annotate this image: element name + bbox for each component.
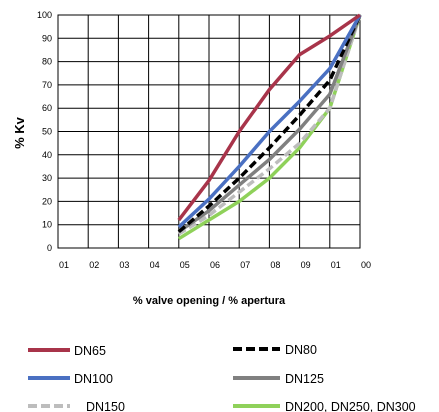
legend-label-dn125: DN125 [285,372,324,386]
y-tick-label: 70 [42,80,52,90]
x-tick-label: 01 [331,260,341,270]
series-line-dn150 [177,14,362,236]
x-tick-label: 09 [301,260,311,270]
x-axis-label: % valve opening / % apertura [133,295,286,307]
chart-grid [58,14,361,249]
y-tick-label: 20 [42,196,52,206]
legend-item-dn65: DN65 [28,344,106,358]
legend-label-dn80: DN80 [285,343,317,357]
legend-label-dn150: DN150 [86,400,125,412]
series-line-dn125 [177,14,362,234]
legend-label-dn200: DN200, DN250, DN300 [285,400,416,412]
x-tick-label: 04 [150,260,160,270]
legend-label-dn65: DN65 [74,344,106,358]
x-tick-label: 02 [89,260,99,270]
legend-item-dn100: DN100 [28,372,113,386]
x-tick-label: 08 [270,260,280,270]
series-line-dn65 [177,13,361,222]
legend-item-dn125: DN125 [233,372,324,386]
y-tick-label: 90 [42,33,52,43]
legend: DN65 DN80 DN100 DN125 DN150 DN200, DN250… [28,343,416,412]
y-tick-label: 50 [42,127,52,137]
y-tick-label: 60 [42,103,52,113]
chart-series [177,13,362,241]
y-axis-ticks: 0 10 20 30 40 50 60 70 80 90 100 [37,10,52,253]
y-tick-label: 10 [42,220,52,230]
plot-area [57,14,361,249]
y-axis-label: % Kv [12,116,27,149]
y-tick-label: 0 [47,243,52,253]
x-tick-label: 00 [361,260,371,270]
y-tick-label: 80 [42,57,52,67]
y-tick-label: 30 [42,173,52,183]
y-tick-label: 100 [37,10,52,20]
x-tick-label: 05 [180,260,190,270]
x-tick-label: 07 [240,260,250,270]
x-tick-label: 06 [210,260,220,270]
legend-item-dn150: DN150 [28,400,125,412]
legend-item-dn200: DN200, DN250, DN300 [233,400,416,412]
series-line-dn80 [177,14,362,234]
y-tick-label: 40 [42,150,52,160]
x-tick-label: 01 [59,260,69,270]
x-axis-ticks: 01 02 03 04 05 06 07 08 09 01 00 [59,260,371,270]
x-tick-label: 03 [119,260,129,270]
legend-label-dn100: DN100 [74,372,113,386]
series-line-dn100 [177,14,362,229]
legend-item-dn80: DN80 [233,343,317,357]
